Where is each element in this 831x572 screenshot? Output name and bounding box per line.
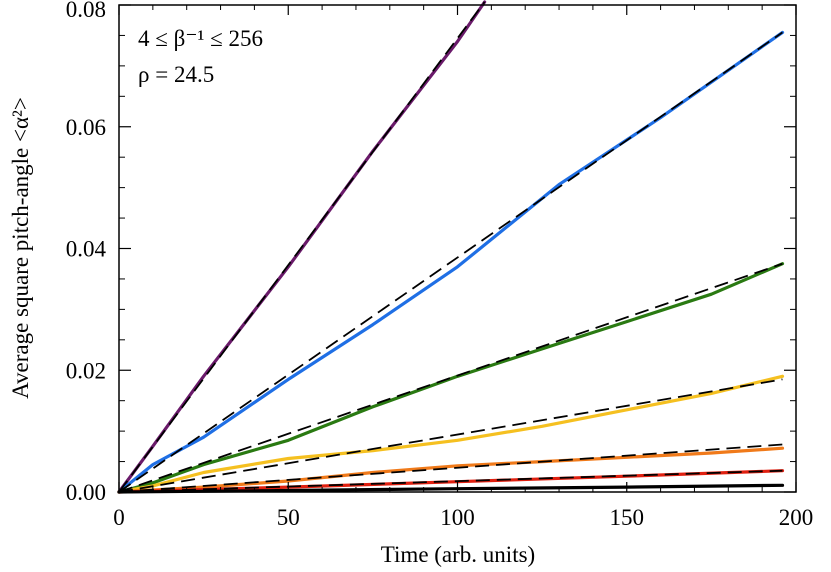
y-tick-label: 0.06 (66, 115, 106, 140)
x-tick-label: 0 (113, 505, 125, 530)
x-tick-label: 200 (779, 505, 814, 530)
fit-line-5 (118, 443, 783, 493)
fit-line-6 (118, 469, 783, 493)
series-layer (117, 0, 785, 494)
y-tick-label: 0.04 (66, 237, 107, 262)
series-line-1 (117, 0, 487, 494)
x-tick-label: 150 (610, 505, 645, 530)
series-line-5 (117, 446, 785, 494)
series-line-3 (117, 262, 785, 494)
y-tick-label: 0.00 (66, 480, 106, 505)
y-tick-label: 0.08 (66, 0, 106, 22)
fit-line-7 (118, 484, 783, 493)
fit-line-3 (118, 262, 783, 493)
y-tick-label: 0.02 (66, 358, 106, 383)
plot-frame (118, 4, 797, 493)
y-axis-label: Average square pitch-angle <α²> (8, 97, 33, 399)
tick-layer (118, 4, 797, 493)
tick-label-layer: 0 50 100 150 200 0.00 0.02 0.04 0.06 0.08 (66, 0, 814, 530)
x-tick-label: 50 (277, 505, 300, 530)
fit-line-2 (118, 31, 783, 493)
fit-line-4 (118, 378, 783, 493)
annotation-rho: ρ = 24.5 (138, 62, 214, 87)
fit-line-1 (118, 1, 486, 493)
annotation-beta-range: 4 ≤ β⁻¹ ≤ 256 (138, 26, 263, 51)
fit-layer (118, 1, 783, 493)
x-axis-label: Time (arb. units) (381, 542, 535, 567)
series-line-4 (117, 374, 785, 494)
x-tick-label: 100 (440, 505, 475, 530)
